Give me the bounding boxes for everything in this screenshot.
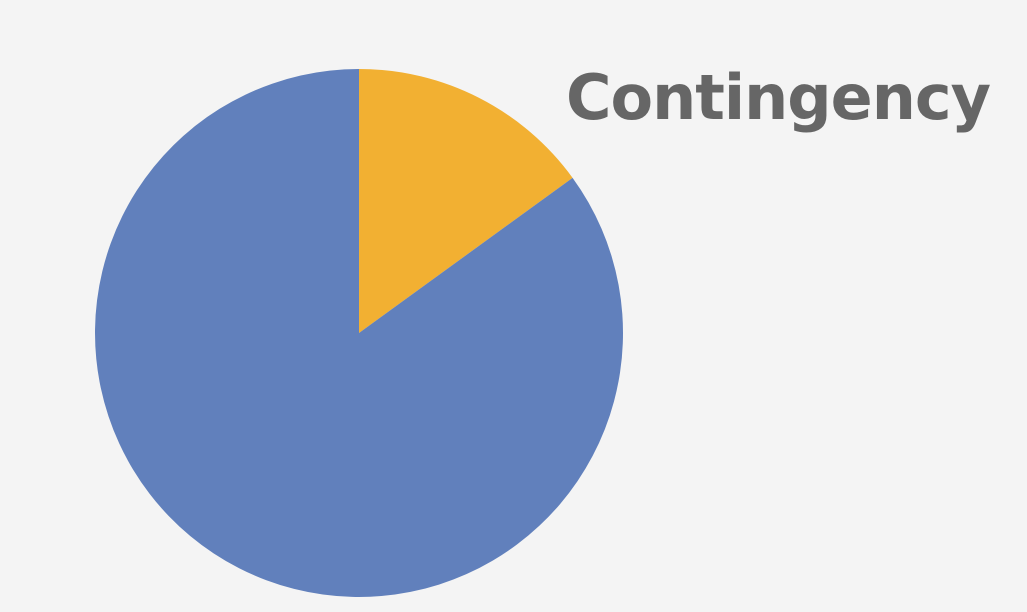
pie-slice-1 — [359, 69, 573, 333]
chart-title: Contingency — [566, 61, 991, 134]
pie-slices — [95, 69, 624, 597]
pie-slice-2 — [95, 69, 624, 597]
